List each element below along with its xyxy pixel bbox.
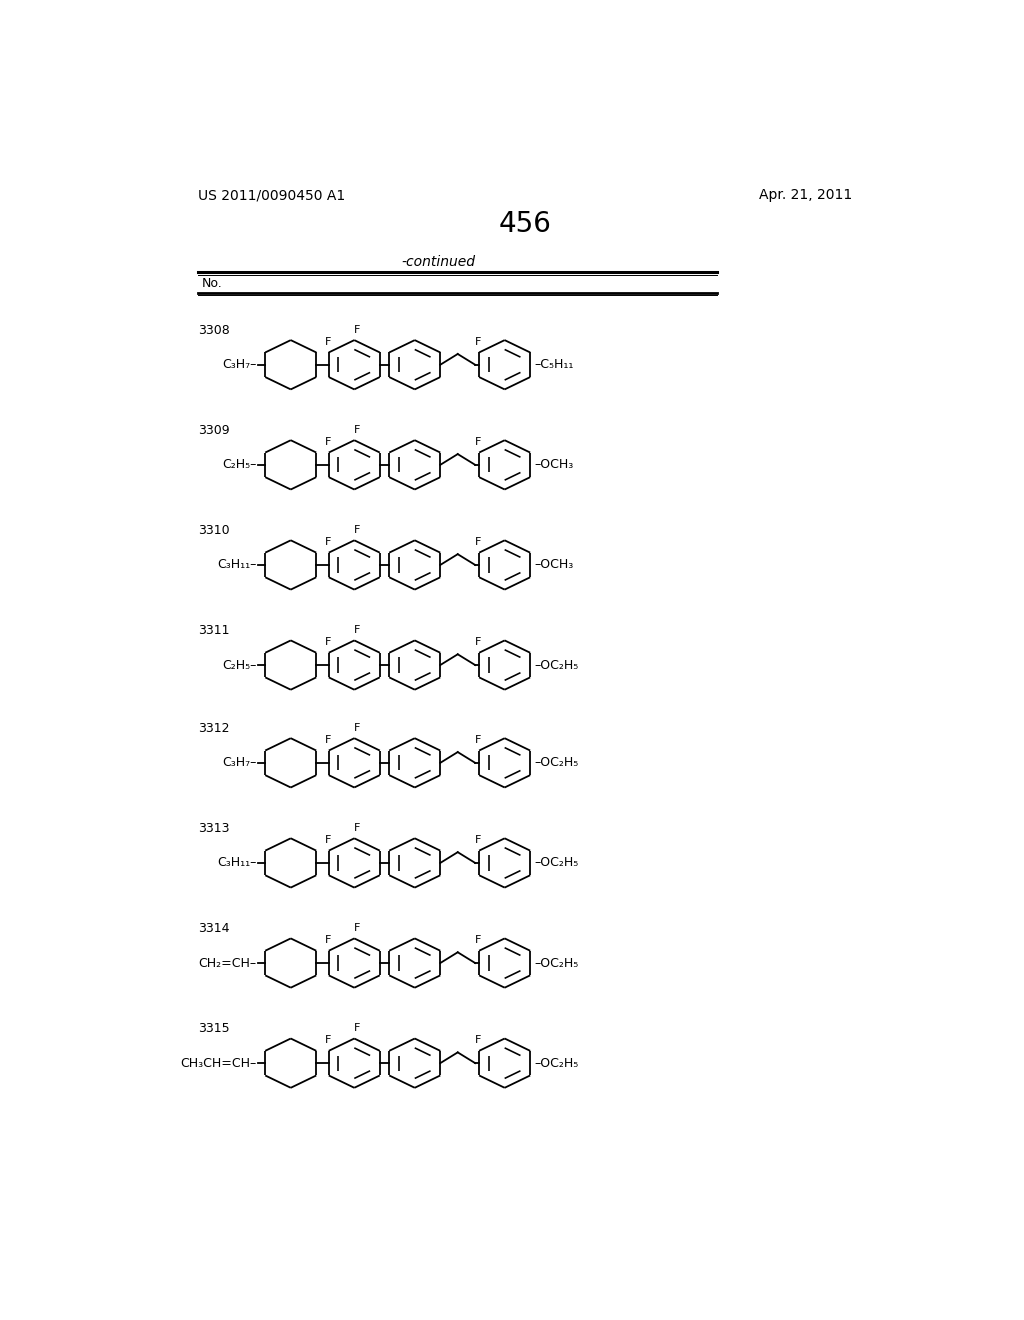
Text: C₃H₇–: C₃H₇–	[222, 358, 257, 371]
Text: –OC₂H₅: –OC₂H₅	[535, 957, 579, 970]
Text: F: F	[325, 836, 331, 845]
Text: 3310: 3310	[198, 524, 229, 537]
Text: C₂H₅–: C₂H₅–	[222, 659, 257, 672]
Text: F: F	[325, 638, 331, 647]
Text: F: F	[325, 735, 331, 744]
Text: F: F	[475, 337, 481, 347]
Text: –OC₂H₅: –OC₂H₅	[535, 756, 579, 770]
Text: 3309: 3309	[198, 424, 229, 437]
Text: 456: 456	[499, 210, 551, 238]
Text: F: F	[354, 325, 360, 335]
Text: Apr. 21, 2011: Apr. 21, 2011	[759, 189, 852, 202]
Text: F: F	[475, 735, 481, 744]
Text: F: F	[475, 936, 481, 945]
Text: F: F	[354, 822, 360, 833]
Text: F: F	[325, 936, 331, 945]
Text: F: F	[354, 425, 360, 434]
Text: –OC₂H₅: –OC₂H₅	[535, 857, 579, 870]
Text: F: F	[354, 723, 360, 733]
Text: 3311: 3311	[198, 624, 229, 638]
Text: F: F	[354, 525, 360, 535]
Text: -continued: -continued	[401, 255, 475, 269]
Text: F: F	[354, 1023, 360, 1034]
Text: 3314: 3314	[198, 921, 229, 935]
Text: C₃H₁₁–: C₃H₁₁–	[217, 558, 257, 572]
Text: C₃H₁₁–: C₃H₁₁–	[217, 857, 257, 870]
Text: F: F	[475, 836, 481, 845]
Text: F: F	[475, 638, 481, 647]
Text: F: F	[325, 1035, 331, 1045]
Text: F: F	[325, 437, 331, 447]
Text: –OC₂H₅: –OC₂H₅	[535, 659, 579, 672]
Text: CH₂=CH–: CH₂=CH–	[199, 957, 257, 970]
Text: –C₅H₁₁: –C₅H₁₁	[535, 358, 573, 371]
Text: 3313: 3313	[198, 822, 229, 834]
Text: CH₃CH=CH–: CH₃CH=CH–	[180, 1056, 257, 1069]
Text: C₃H₇–: C₃H₇–	[222, 756, 257, 770]
Text: –OCH₃: –OCH₃	[535, 458, 573, 471]
Text: –OC₂H₅: –OC₂H₅	[535, 1056, 579, 1069]
Text: F: F	[475, 537, 481, 548]
Text: 3315: 3315	[198, 1022, 229, 1035]
Text: F: F	[354, 923, 360, 933]
Text: F: F	[475, 437, 481, 447]
Text: F: F	[325, 537, 331, 548]
Text: –OCH₃: –OCH₃	[535, 558, 573, 572]
Text: No.: No.	[202, 277, 222, 290]
Text: F: F	[325, 337, 331, 347]
Text: F: F	[354, 626, 360, 635]
Text: F: F	[475, 1035, 481, 1045]
Text: C₂H₅–: C₂H₅–	[222, 458, 257, 471]
Text: 3312: 3312	[198, 722, 229, 735]
Text: 3308: 3308	[198, 323, 229, 337]
Text: US 2011/0090450 A1: US 2011/0090450 A1	[198, 189, 345, 202]
